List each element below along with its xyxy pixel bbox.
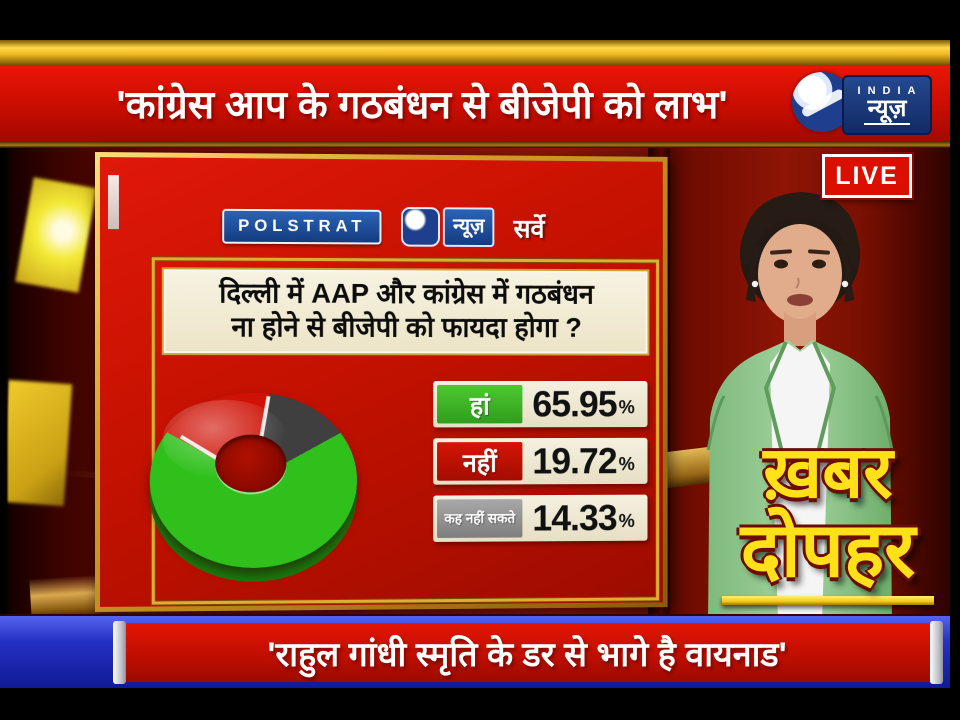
live-badge: LIVE bbox=[822, 154, 912, 198]
top-headline-bar: 'कांग्रेस आप के गठबंधन से बीजेपी को लाभ'… bbox=[0, 66, 952, 141]
ticker-end-cap-right bbox=[930, 621, 943, 684]
bottom-headline: 'राहुल गांधी स्मृति के डर से भागे है वाय… bbox=[267, 630, 786, 676]
question-line-2: ना होने से बीजेपी को फायदा होगा ? bbox=[166, 310, 646, 345]
letterbox-right bbox=[950, 0, 960, 720]
result-value-yes: 65.95 % bbox=[522, 385, 643, 423]
polstrat-logo: POLSTRAT bbox=[222, 208, 382, 244]
survey-panel-body: POLSTRAT न्यूज़ सर्वे दिल्ली में AAP और … bbox=[100, 157, 663, 607]
result-value-no: 19.72 % bbox=[522, 442, 643, 481]
percent-sign: % bbox=[619, 398, 634, 420]
letterbox-bottom bbox=[0, 688, 960, 720]
ticker-end-cap-left bbox=[113, 621, 126, 684]
survey-results-area: हां 65.95 % नहीं 19.72 % bbox=[162, 355, 650, 602]
percent-sign: % bbox=[619, 512, 634, 534]
survey-label: सर्वे bbox=[514, 210, 545, 246]
percent-sign: % bbox=[619, 455, 634, 477]
channel-logo-box: INDIA न्यूज़ bbox=[842, 75, 932, 135]
results-list: हां 65.95 % नहीं 19.72 % bbox=[433, 381, 647, 553]
channel-name-bottom: न्यूज़ bbox=[864, 97, 911, 125]
globe-icon-small bbox=[401, 207, 440, 247]
channel-name-small: न्यूज़ bbox=[443, 207, 494, 247]
result-row-no: नहीं 19.72 % bbox=[433, 438, 647, 485]
channel-logo-small: न्यूज़ bbox=[401, 207, 494, 247]
show-title-line-2: दोपहर bbox=[710, 511, 946, 590]
value-number: 65.95 bbox=[532, 384, 616, 425]
channel-logo: INDIA न्यूज़ bbox=[792, 70, 930, 136]
bottom-ticker-bar: 'राहुल गांधी स्मृति के डर से भागे है वाय… bbox=[0, 614, 952, 688]
survey-header: POLSTRAT न्यूज़ सर्वे bbox=[100, 205, 663, 248]
letterbox-left bbox=[0, 148, 9, 615]
result-label-cant-say: कह नहीं सकते bbox=[437, 499, 522, 538]
result-value-cant-say: 14.33 % bbox=[522, 499, 643, 538]
survey-panel: POLSTRAT न्यूज़ सर्वे दिल्ली में AAP और … bbox=[95, 152, 668, 612]
gold-divider-top bbox=[0, 40, 952, 66]
survey-question: दिल्ली में AAP और कांग्रेस में गठबंधन ना… bbox=[162, 267, 650, 356]
result-label-no: नहीं bbox=[437, 442, 522, 481]
bottom-headline-box: 'राहुल गांधी स्मृति के डर से भागे है वाय… bbox=[114, 623, 940, 682]
value-number: 14.33 bbox=[532, 498, 616, 540]
top-headline: 'कांग्रेस आप के गठबंधन से बीजेपी को लाभ' bbox=[42, 66, 802, 141]
poll-donut-chart bbox=[150, 393, 357, 569]
question-line-1: दिल्ली में AAP और कांग्रेस में गठबंधन bbox=[166, 276, 646, 311]
survey-content-frame: दिल्ली में AAP और कांग्रेस में गठबंधन ना… bbox=[152, 257, 659, 604]
result-label-yes: हां bbox=[437, 385, 522, 424]
value-number: 19.72 bbox=[532, 441, 616, 483]
show-title-line-1: ख़बर bbox=[710, 436, 946, 511]
gold-divider-thin bbox=[0, 141, 952, 148]
show-title-underline bbox=[722, 596, 934, 605]
result-row-cant-say: कह नहीं सकते 14.33 % bbox=[433, 495, 647, 542]
show-title: ख़बर दोपहर bbox=[710, 436, 946, 605]
studio-light-glow bbox=[0, 380, 72, 506]
result-row-yes: हां 65.95 % bbox=[433, 381, 647, 427]
tv-broadcast-frame: 'कांग्रेस आप के गठबंधन से बीजेपी को लाभ'… bbox=[0, 0, 960, 720]
